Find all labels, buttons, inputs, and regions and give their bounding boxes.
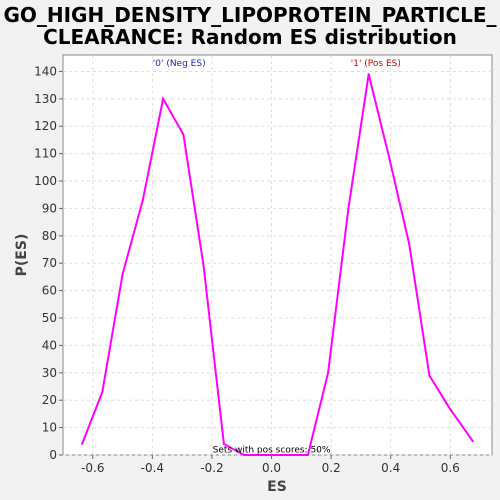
data-point bbox=[263, 454, 266, 456]
y-tick-label: 60 bbox=[42, 284, 57, 298]
x-tick-label: -0.6 bbox=[81, 461, 104, 475]
series-line bbox=[81, 73, 474, 456]
x-tick-label: -0.2 bbox=[200, 461, 223, 475]
x-tick-label: 0.6 bbox=[441, 461, 460, 475]
annotation: '0' (Neg ES) bbox=[153, 59, 206, 69]
data-point bbox=[141, 199, 144, 202]
annotations: '0' (Neg ES) '1' (Pos ES) Sets with pos sc… bbox=[153, 59, 401, 455]
x-tick-label: -0.4 bbox=[141, 461, 164, 475]
chart-title-line1: GO_HIGH_DENSITY_LIPOPROTEIN_PARTICLE_ bbox=[3, 3, 496, 27]
data-point bbox=[101, 390, 104, 393]
y-axis-label: P(ES) bbox=[14, 234, 30, 277]
y-tick-label: 20 bbox=[42, 393, 57, 407]
y-tick-label: 110 bbox=[34, 147, 57, 161]
data-point bbox=[202, 264, 205, 267]
data-point bbox=[162, 97, 165, 100]
data-point bbox=[387, 155, 390, 158]
chart-title-line2: CLEARANCE: Random ES distribution bbox=[43, 25, 457, 49]
grid bbox=[63, 55, 492, 456]
y-tick-label: 90 bbox=[42, 201, 57, 215]
x-tick-label: 0.2 bbox=[322, 461, 341, 475]
y-tick-label: 140 bbox=[34, 64, 57, 78]
data-point bbox=[243, 454, 246, 456]
x-axis-label: ES bbox=[267, 479, 287, 495]
data-point bbox=[327, 371, 330, 374]
y-tick-label: 10 bbox=[42, 421, 57, 435]
data-point bbox=[306, 454, 309, 456]
series-points bbox=[81, 73, 474, 456]
y-tick-label: 30 bbox=[42, 366, 57, 380]
y-tick-label: 40 bbox=[42, 338, 57, 352]
data-point bbox=[222, 443, 225, 446]
y-tick-label: 120 bbox=[34, 119, 57, 133]
y-tick-label: 130 bbox=[34, 92, 57, 106]
data-point bbox=[81, 443, 84, 446]
data-point bbox=[471, 440, 474, 443]
data-point bbox=[408, 243, 411, 246]
y-tick-label: 80 bbox=[42, 229, 57, 243]
annotation: '1' (Pos ES) bbox=[351, 59, 401, 69]
data-point bbox=[367, 73, 370, 76]
y-tick-label: 0 bbox=[49, 448, 57, 462]
data-point bbox=[283, 454, 286, 456]
data-point bbox=[121, 273, 124, 276]
y-axis: 0 10 20 30 40 50 60 70 80 90 100 110 120 130 140 bbox=[34, 64, 63, 462]
y-tick-label: 50 bbox=[42, 311, 57, 325]
data-point bbox=[182, 133, 185, 136]
data-point bbox=[347, 207, 350, 210]
x-tick-label: 0.4 bbox=[381, 461, 400, 475]
y-tick-label: 70 bbox=[42, 256, 57, 270]
annotation: Sets with pos scores: 50% bbox=[213, 445, 331, 455]
plot-area bbox=[62, 54, 493, 456]
x-tick-label: 0.0 bbox=[262, 461, 281, 475]
data-point bbox=[448, 407, 451, 410]
data-point bbox=[428, 374, 431, 377]
x-axis: -0.6 -0.4 -0.2 0.0 0.2 0.4 0.6 bbox=[81, 455, 460, 475]
y-tick-label: 100 bbox=[34, 174, 57, 188]
